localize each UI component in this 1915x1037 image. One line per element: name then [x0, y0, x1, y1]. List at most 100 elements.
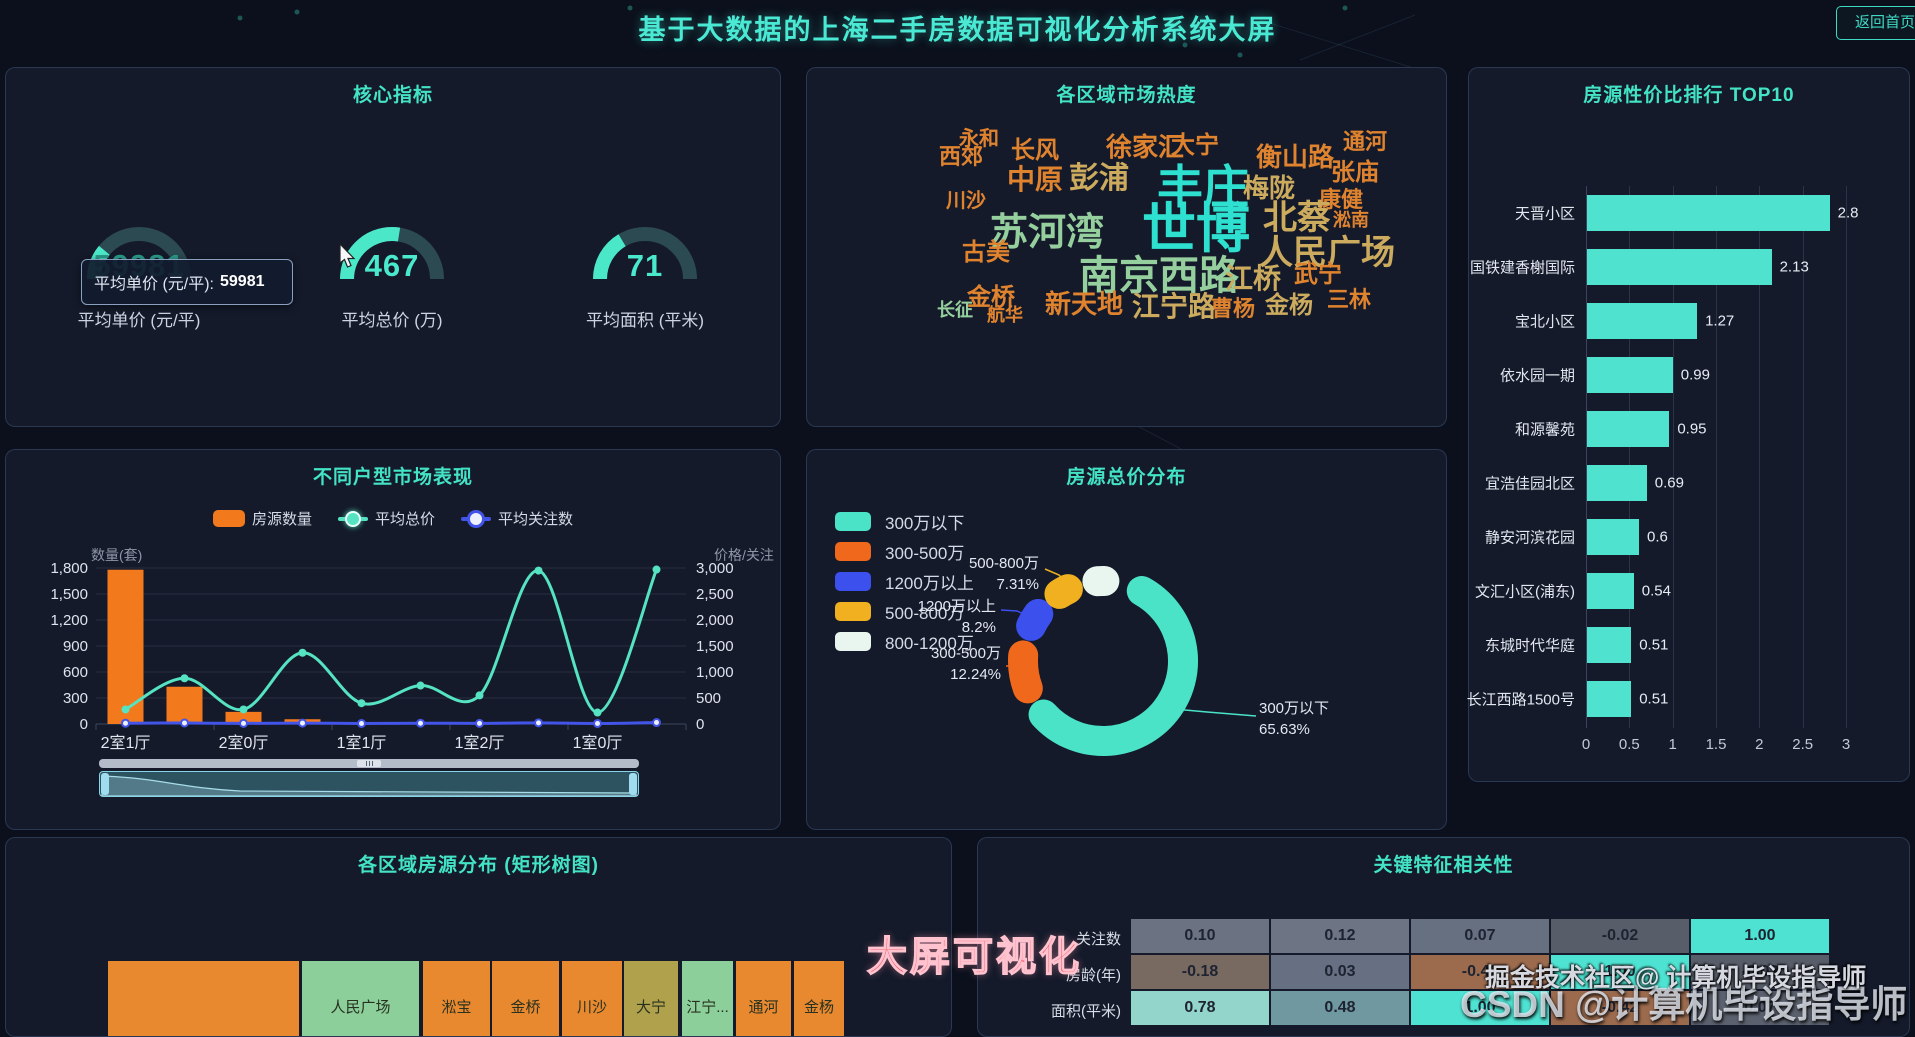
heatmap-cell[interactable]: -0.18 — [1131, 955, 1269, 989]
wordcloud-word[interactable]: 通河 — [1343, 129, 1388, 154]
treemap-block[interactable]: 川沙 — [562, 961, 622, 1036]
legend-item[interactable]: 平均关注数 — [461, 508, 573, 529]
legend-item[interactable]: 300万以下 — [835, 506, 974, 536]
bar[interactable] — [1587, 465, 1647, 501]
bar[interactable] — [1587, 519, 1639, 555]
heatmap-cell[interactable]: 0.07 — [1691, 991, 1829, 1025]
correlation-heatmap[interactable]: 关注数 0.10 0.12 0.07 -0.02 1.00 房龄(年) -0.18 0.03 -0… — [978, 838, 1909, 1036]
legend-item[interactable]: 500-800万 — [835, 596, 974, 626]
wordcloud-word[interactable]: 航华 — [987, 305, 1023, 325]
wordcloud-word[interactable]: 永和 — [959, 128, 999, 150]
scrollbar-grip-icon[interactable] — [357, 760, 381, 767]
table-row[interactable]: 和源馨苑 0.95 — [1469, 411, 1909, 447]
back-home-button[interactable]: 返回首页 — [1836, 6, 1915, 40]
unit-mixed-chart[interactable]: 1,800 3,000 1,500 2,500 1,200 2,000 900 1,500 60… — [6, 450, 780, 829]
heatmap-cell[interactable]: 1.00 — [1411, 991, 1549, 1025]
legend-item[interactable]: 1200万以上 — [835, 566, 974, 596]
donut-legend[interactable]: 300万以下 300-500万 1200万以上 500-800万 800-1200万 — [835, 506, 974, 656]
bar[interactable] — [1587, 303, 1698, 339]
bar-value: 0.54 — [1641, 582, 1671, 600]
table-row[interactable]: 依水园一期 0.99 — [1469, 357, 1909, 393]
bar[interactable] — [1587, 627, 1632, 663]
datazoom-right-handle[interactable] — [629, 773, 637, 795]
wordcloud-word[interactable]: 古美 — [962, 239, 1010, 266]
wordcloud-word[interactable]: 曹杨 — [1211, 296, 1256, 321]
wordcloud-word[interactable]: 梅陇 — [1243, 173, 1296, 203]
table-row[interactable]: 宜浩佳园北区 0.69 — [1469, 465, 1909, 501]
legend-item[interactable]: 平均总价 — [337, 508, 435, 529]
treemap-block[interactable]: 金杨 — [794, 961, 844, 1036]
wordcloud-word[interactable]: 苏河湾 — [990, 212, 1105, 254]
treemap-block[interactable]: 人民广场 — [302, 961, 419, 1036]
wordcloud-word[interactable]: 丰庄 — [1157, 161, 1249, 213]
wordcloud-word[interactable]: 中原 — [1007, 164, 1064, 195]
heatmap-cell[interactable]: -0.42 — [1411, 955, 1549, 989]
wordcloud-word[interactable]: 淞南 — [1333, 210, 1369, 230]
wordcloud-word[interactable]: 金桥 — [967, 284, 1015, 311]
wordcloud-word[interactable]: 世博 — [1142, 199, 1250, 259]
wordcloud-word[interactable]: 人民广场 — [1259, 234, 1395, 272]
treemap-block[interactable]: 大宁 — [624, 961, 678, 1036]
wordcloud-word[interactable]: 江宁路 — [1132, 291, 1217, 322]
wordcloud-word[interactable]: 长征 — [937, 300, 973, 320]
unit-chart-legend[interactable]: 房源数量 平均总价 平均关注数 — [6, 508, 780, 529]
table-row[interactable]: 长江西路1500号 0.51 — [1467, 681, 1909, 717]
treemap-block[interactable]: 金桥 — [492, 961, 559, 1036]
legend-item[interactable]: 800-1200万 — [835, 626, 974, 656]
wordcloud-word[interactable]: 川沙 — [946, 190, 986, 212]
treemap-block[interactable]: 通河 — [736, 961, 791, 1036]
heatmap-cell[interactable]: -0.02 — [1691, 955, 1829, 989]
wordcloud-word[interactable]: 彭浦 — [1069, 162, 1129, 195]
panel-unit-types: 不同户型市场表现 房源数量 平均总价 平均关注数 1,800 3,000 1,500 2,… — [5, 449, 781, 830]
wordcloud-word[interactable]: 大宁 — [1171, 132, 1219, 159]
wordcloud-word[interactable]: 江桥 — [1225, 263, 1282, 294]
wordcloud-word[interactable]: 张庙 — [1331, 159, 1379, 186]
wordcloud-word[interactable]: 武宁 — [1294, 261, 1342, 288]
treemap-chart[interactable]: 人民广场 淞宝 金桥 川沙 大宁 江宁... 通河 金杨 — [6, 838, 951, 1036]
top10-bar-chart[interactable]: 0 0.5 1 1.5 2 2.5 3 天晋小区 2.8 国铁建香榭国际 2.13 宝北小区 1.27 依… — [1467, 68, 1909, 781]
legend-item[interactable]: 300-500万 — [835, 536, 974, 566]
gauges-chart[interactable]: 59981 平均单价 (元/平) 467 平均总价 (万) 71 平均面积 (平米) — [6, 68, 780, 426]
datazoom-slider[interactable] — [99, 771, 639, 797]
wordcloud-word[interactable]: 西郊 — [939, 144, 984, 169]
table-row[interactable]: 国铁建香榭国际 2.13 — [1469, 249, 1909, 285]
wordcloud-word[interactable]: 康健 — [1319, 187, 1364, 212]
wordcloud-word[interactable]: 新天地 — [1045, 289, 1124, 319]
wordcloud-word[interactable]: 南京西路 — [1079, 254, 1239, 298]
legend-item[interactable]: 房源数量 — [212, 508, 312, 529]
table-row[interactable]: 静安河滨花园 0.6 — [1469, 519, 1909, 555]
heatmap-cell[interactable]: 0.10 — [1131, 919, 1269, 953]
bar[interactable] — [1587, 357, 1673, 393]
heatmap-cell[interactable]: -0.42 — [1551, 991, 1689, 1025]
bar[interactable] — [1587, 573, 1634, 609]
wordcloud-word[interactable]: 三林 — [1327, 287, 1372, 312]
heatmap-cell[interactable]: 1.00 — [1551, 955, 1689, 989]
heatmap-cell[interactable]: 0.48 — [1271, 991, 1409, 1025]
bar[interactable] — [1587, 195, 1830, 231]
donut-chart[interactable]: 500-800万 7.31% 1200万以上 8.2% 300-500万 12.24% 30… — [807, 450, 1446, 829]
wordcloud-word[interactable]: 北蔡 — [1263, 199, 1331, 237]
table-row[interactable]: 天晋小区 2.8 — [1469, 195, 1909, 231]
bar[interactable] — [1587, 249, 1772, 285]
treemap-block[interactable] — [108, 961, 299, 1036]
treemap-block[interactable]: 江宁... — [682, 961, 733, 1036]
heatmap-cell[interactable]: 0.07 — [1411, 919, 1549, 953]
wordcloud-word[interactable]: 长风 — [1011, 137, 1059, 164]
wordcloud-chart[interactable]: 永和 长风 徐家汇 大宁 衡山路 通河西郊 中原 彭浦 丰庄 梅陇 张庙川沙 康健苏河湾 世博 北蔡 淞南古… — [807, 68, 1446, 426]
bar[interactable] — [1587, 411, 1670, 447]
table-row[interactable]: 东城时代华庭 0.51 — [1469, 627, 1909, 663]
wordcloud-word[interactable]: 衡山路 — [1256, 142, 1335, 172]
wordcloud-word[interactable]: 徐家汇 — [1106, 132, 1185, 162]
table-row[interactable]: 宝北小区 1.27 — [1469, 303, 1909, 339]
heatmap-cell[interactable]: 1.00 — [1691, 919, 1829, 953]
treemap-block[interactable]: 淞宝 — [423, 961, 490, 1036]
datazoom-scrollbar[interactable] — [99, 759, 639, 768]
bar[interactable] — [1587, 681, 1632, 717]
heatmap-cell[interactable]: 0.12 — [1271, 919, 1409, 953]
heatmap-cell[interactable]: 0.78 — [1131, 991, 1269, 1025]
datazoom-left-handle[interactable] — [101, 773, 109, 795]
heatmap-cell[interactable]: 0.03 — [1271, 955, 1409, 989]
table-row[interactable]: 文汇小区(浦东) 0.54 — [1469, 573, 1909, 609]
heatmap-cell[interactable]: -0.02 — [1551, 919, 1689, 953]
wordcloud-word[interactable]: 金杨 — [1265, 292, 1313, 319]
